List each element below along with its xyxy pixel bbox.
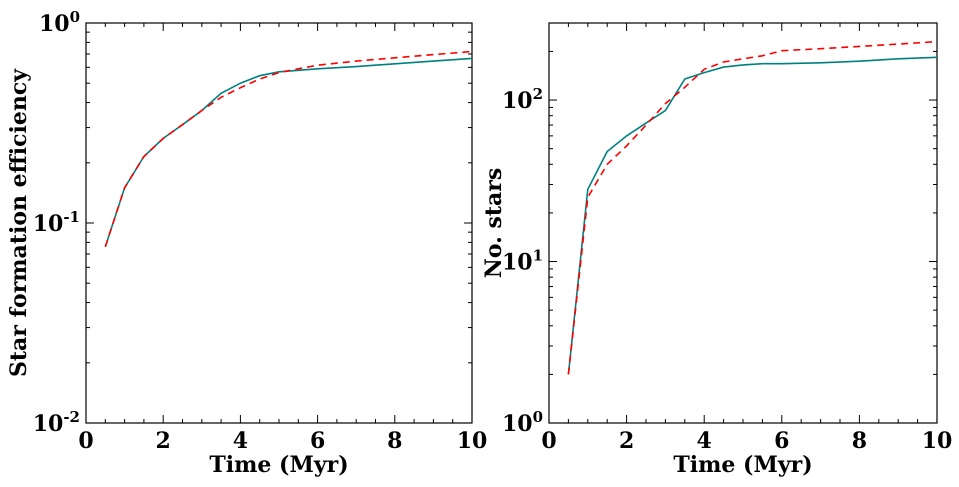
x-tick-label: 8 xyxy=(387,428,402,454)
x-tick-label: 0 xyxy=(541,428,556,454)
x-tick-label: 4 xyxy=(697,428,712,454)
x-tick-label: 0 xyxy=(78,428,93,454)
x-tick-label: 10 xyxy=(457,428,488,454)
x-tick-label: 6 xyxy=(310,428,325,454)
chart-right-number-of-stars: 0 2 4 6 8 10 100 101 102 Time (Myr) No. stars xyxy=(481,22,953,478)
x-axis-label: Time (Myr) xyxy=(673,452,812,478)
y-tick-label: 10-1 xyxy=(33,208,80,237)
y-tick-label: 100 xyxy=(39,8,80,37)
y-tick-label: 101 xyxy=(502,247,543,276)
chart-left-star-formation-efficiency: 0 2 4 6 8 10 10-2 10-1 100 Time (Myr) Star formati… xyxy=(6,8,487,478)
x-tick-label: 2 xyxy=(619,428,634,454)
y-tick-label: 100 xyxy=(502,408,543,437)
plot-frame xyxy=(548,22,938,424)
y-tick-label: 10-2 xyxy=(33,408,80,437)
x-axis-label: Time (Myr) xyxy=(209,452,348,478)
y-tick-label: 102 xyxy=(502,85,543,114)
x-tick-label: 8 xyxy=(852,428,867,454)
plot-frame xyxy=(85,22,473,424)
y-axis-label: No. stars xyxy=(481,168,507,279)
x-tick-label: 4 xyxy=(233,428,248,454)
series-line-solid xyxy=(104,57,473,248)
x-tick-label: 6 xyxy=(774,428,789,454)
series-line-solid xyxy=(567,56,938,375)
x-tick-label: 2 xyxy=(156,428,171,454)
series-line-dashed xyxy=(104,50,473,248)
y-axis-label: Star formation efficiency xyxy=(6,68,32,377)
x-tick-label: 10 xyxy=(922,428,953,454)
series-line-dashed xyxy=(567,40,938,375)
